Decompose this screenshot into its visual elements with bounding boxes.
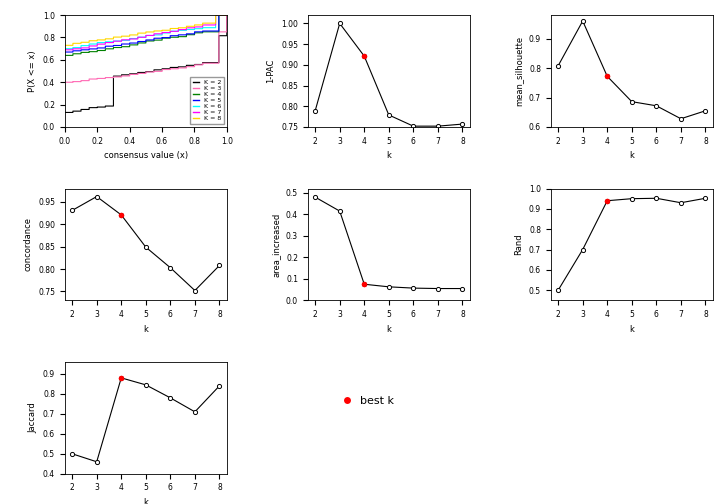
X-axis label: k: k (629, 325, 634, 334)
Y-axis label: P(X <= x): P(X <= x) (28, 50, 37, 92)
X-axis label: k: k (629, 151, 634, 160)
Y-axis label: 1-PAC: 1-PAC (266, 59, 276, 83)
X-axis label: k: k (387, 151, 391, 160)
Y-axis label: mean_silhouette: mean_silhouette (514, 36, 523, 106)
Y-axis label: concordance: concordance (24, 217, 32, 272)
X-axis label: k: k (143, 498, 148, 504)
X-axis label: consensus value (x): consensus value (x) (104, 151, 188, 160)
Legend: K = 2, K = 3, K = 4, K = 5, K = 6, K = 7, K = 8: K = 2, K = 3, K = 4, K = 5, K = 6, K = 7… (190, 78, 224, 124)
X-axis label: k: k (387, 325, 391, 334)
Y-axis label: Jaccard: Jaccard (28, 403, 37, 433)
X-axis label: k: k (143, 325, 148, 334)
Y-axis label: area_increased: area_increased (271, 212, 280, 277)
Legend: best k: best k (338, 392, 398, 410)
Y-axis label: Rand: Rand (514, 234, 523, 255)
